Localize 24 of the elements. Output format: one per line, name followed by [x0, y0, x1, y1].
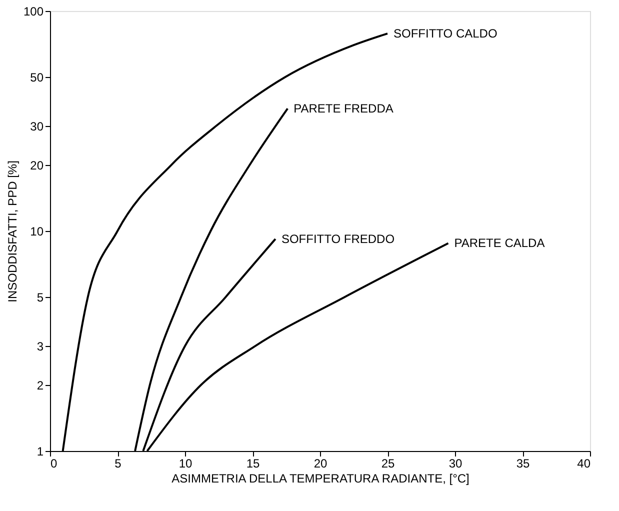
series-label: PARETE CALDA — [454, 236, 545, 250]
y-tick-label: 5 — [36, 290, 44, 305]
x-tick-label: 15 — [246, 456, 260, 470]
y-tick-label: 30 — [30, 120, 44, 134]
x-tick-label: 20 — [314, 456, 328, 470]
y-tick-label: 20 — [30, 158, 44, 172]
y-axis-title: INSODDISFATTI, PPD [%] — [5, 160, 20, 302]
x-tick-label: 25 — [381, 456, 395, 470]
x-tick-label: 40 — [577, 456, 591, 470]
y-tick-label: 50 — [30, 70, 44, 85]
x-tick-label: 35 — [516, 456, 530, 470]
series-label: PARETE FREDDA — [294, 102, 394, 116]
x-tick-label: 0 — [50, 456, 58, 470]
y-tick-label: 2 — [36, 378, 44, 392]
y-tick-label: 3 — [36, 340, 44, 354]
series-label: SOFFITTO CALDO — [394, 26, 498, 41]
y-tick-label: 100 — [23, 4, 44, 18]
x-tick-label: 10 — [178, 456, 192, 470]
x-tick-label: 5 — [114, 456, 122, 470]
x-axis-title: ASIMMETRIA DELLA TEMPERATURA RADIANTE, [°C] — [172, 472, 470, 486]
x-tick-label: 30 — [448, 456, 462, 470]
y-tick-label: 1 — [36, 444, 44, 458]
series-label: SOFFITTO FREDDO — [281, 232, 395, 246]
y-tick-label: 10 — [30, 224, 44, 238]
